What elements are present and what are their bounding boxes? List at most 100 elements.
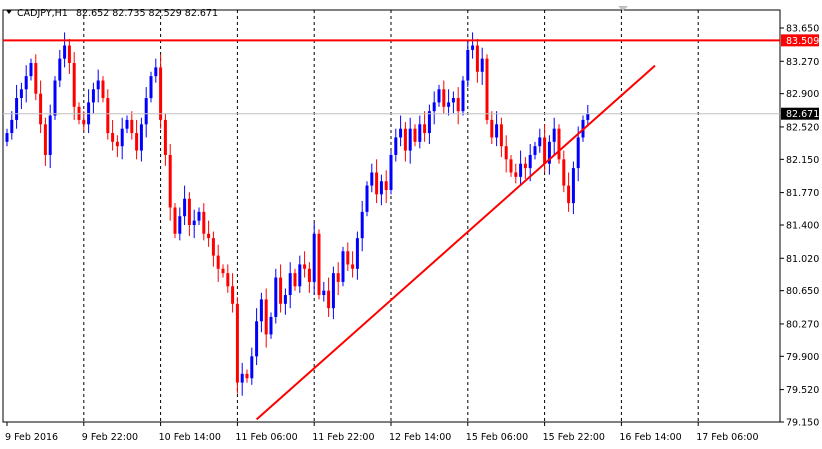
candle-body[interactable] — [451, 98, 455, 103]
candle[interactable] — [216, 244, 220, 282]
candle[interactable] — [173, 203, 177, 239]
candle-body[interactable] — [543, 137, 547, 164]
candle[interactable] — [322, 281, 326, 302]
candle-body[interactable] — [274, 277, 278, 317]
candle[interactable] — [29, 58, 33, 81]
candle[interactable] — [418, 115, 422, 149]
candle[interactable] — [163, 113, 167, 166]
candle[interactable] — [408, 117, 412, 164]
candle[interactable] — [221, 264, 225, 278]
candle[interactable] — [159, 54, 163, 129]
candle[interactable] — [312, 222, 316, 296]
candle[interactable] — [447, 89, 451, 116]
candle-body[interactable] — [183, 198, 187, 217]
candle[interactable] — [101, 76, 105, 103]
candle[interactable] — [207, 220, 211, 247]
candle-body[interactable] — [432, 102, 436, 112]
candle[interactable] — [120, 117, 124, 160]
candle-body[interactable] — [399, 128, 403, 138]
candle-body[interactable] — [331, 273, 335, 309]
candle-body[interactable] — [245, 373, 249, 379]
candle-body[interactable] — [403, 128, 407, 151]
candle-body[interactable] — [58, 58, 62, 81]
candle-body[interactable] — [475, 45, 479, 72]
candle-body[interactable] — [63, 45, 67, 59]
candle-body[interactable] — [571, 168, 575, 204]
candle[interactable] — [53, 76, 57, 120]
candle-body[interactable] — [48, 115, 52, 155]
candle[interactable] — [456, 87, 460, 125]
candle[interactable] — [39, 80, 43, 134]
candle[interactable] — [403, 122, 407, 162]
candle-body[interactable] — [111, 133, 115, 142]
candle-body[interactable] — [288, 273, 292, 296]
candle[interactable] — [303, 251, 307, 278]
candle-body[interactable] — [447, 102, 451, 107]
candle-body[interactable] — [312, 233, 316, 282]
candle-body[interactable] — [327, 290, 331, 309]
candle[interactable] — [293, 268, 297, 291]
candle-body[interactable] — [355, 238, 359, 269]
candle-body[interactable] — [19, 89, 23, 99]
candle-body[interactable] — [408, 128, 412, 151]
candle[interactable] — [91, 82, 95, 114]
candle[interactable] — [466, 41, 470, 88]
candle[interactable] — [144, 87, 148, 138]
candle-body[interactable] — [346, 251, 350, 265]
candle[interactable] — [96, 69, 100, 103]
candle[interactable] — [557, 124, 561, 164]
candle[interactable] — [427, 104, 431, 145]
candle[interactable] — [509, 154, 513, 177]
candle[interactable] — [269, 312, 273, 339]
triangle-down-icon[interactable] — [6, 10, 12, 14]
candle[interactable] — [379, 174, 383, 206]
candle[interactable] — [461, 76, 465, 116]
candle[interactable] — [283, 288, 287, 315]
candle[interactable] — [567, 172, 571, 212]
candle-body[interactable] — [96, 80, 100, 90]
candle[interactable] — [43, 117, 47, 166]
candle-body[interactable] — [159, 67, 163, 120]
candle-body[interactable] — [235, 303, 239, 383]
candle-body[interactable] — [379, 181, 383, 195]
candle-body[interactable] — [384, 181, 388, 190]
candle[interactable] — [475, 38, 479, 83]
candle-body[interactable] — [231, 286, 235, 304]
price-axis[interactable]: 83.650 83.270 82.900 82.520 82.150 81.770 81.4… — [780, 24, 819, 429]
candle[interactable] — [355, 231, 359, 280]
candle[interactable] — [106, 89, 110, 140]
candle[interactable] — [135, 119, 139, 160]
candle[interactable] — [495, 111, 499, 147]
candle-body[interactable] — [485, 58, 489, 120]
candle[interactable] — [523, 157, 527, 180]
candle[interactable] — [154, 58, 158, 83]
candle-body[interactable] — [207, 233, 211, 239]
candle-body[interactable] — [413, 128, 417, 142]
candle[interactable] — [331, 266, 335, 320]
candle-body[interactable] — [250, 356, 254, 379]
candle-body[interactable] — [125, 119, 129, 129]
candles-layer[interactable] — [5, 32, 590, 396]
candle-body[interactable] — [370, 172, 374, 186]
candle[interactable] — [317, 229, 321, 300]
candle-body[interactable] — [394, 137, 398, 155]
candle-body[interactable] — [423, 124, 427, 134]
candle-body[interactable] — [173, 207, 177, 234]
candle[interactable] — [437, 84, 441, 107]
candle-body[interactable] — [317, 233, 321, 296]
candle[interactable] — [365, 181, 369, 217]
candle[interactable] — [533, 141, 537, 160]
candle-body[interactable] — [216, 255, 220, 269]
candle[interactable] — [226, 264, 230, 293]
candle-body[interactable] — [499, 124, 503, 147]
candle[interactable] — [586, 104, 590, 127]
candle-body[interactable] — [437, 89, 441, 103]
candle-body[interactable] — [567, 185, 571, 204]
candle[interactable] — [58, 49, 62, 88]
candle[interactable] — [519, 150, 523, 186]
candle[interactable] — [82, 111, 86, 131]
candle-body[interactable] — [293, 273, 297, 287]
candle[interactable] — [423, 111, 427, 142]
candle-body[interactable] — [360, 211, 364, 239]
candle[interactable] — [48, 104, 52, 169]
